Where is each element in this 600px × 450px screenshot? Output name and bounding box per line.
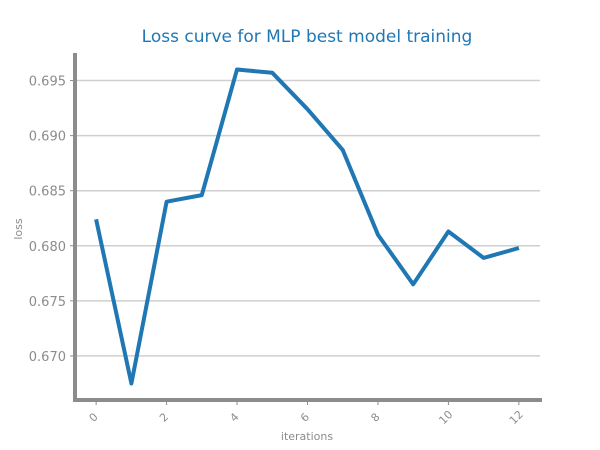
x-axis-label: iterations — [281, 430, 333, 443]
x-tick-label: 10 — [436, 408, 455, 427]
x-tick-label: 2 — [157, 410, 171, 424]
axes — [73, 53, 542, 402]
y-axis-ticks: 0.670 0.675 0.680 0.685 0.690 0.695 — [29, 75, 75, 365]
x-tick-label: 6 — [298, 410, 312, 424]
x-tick-label: 8 — [368, 410, 382, 424]
y-tick-label: 0.685 — [29, 185, 66, 200]
y-tick-label: 0.680 — [29, 240, 66, 255]
chart-title: Loss curve for MLP best model training — [142, 27, 473, 47]
y-tick-label: 0.670 — [29, 350, 66, 365]
y-tick-label: 0.675 — [29, 295, 66, 310]
y-axis-label: loss — [12, 218, 25, 240]
plot-area — [94, 67, 520, 386]
grid-lines — [75, 79, 540, 357]
y-tick-label: 0.690 — [29, 130, 66, 145]
series-line — [94, 67, 520, 386]
x-tick-label: 0 — [87, 410, 101, 424]
x-axis-ticks: 0 2 4 6 8 10 12 — [87, 400, 526, 427]
x-tick-label: 12 — [507, 408, 526, 427]
y-tick-label: 0.695 — [29, 75, 66, 90]
x-tick-label: 4 — [227, 410, 241, 424]
